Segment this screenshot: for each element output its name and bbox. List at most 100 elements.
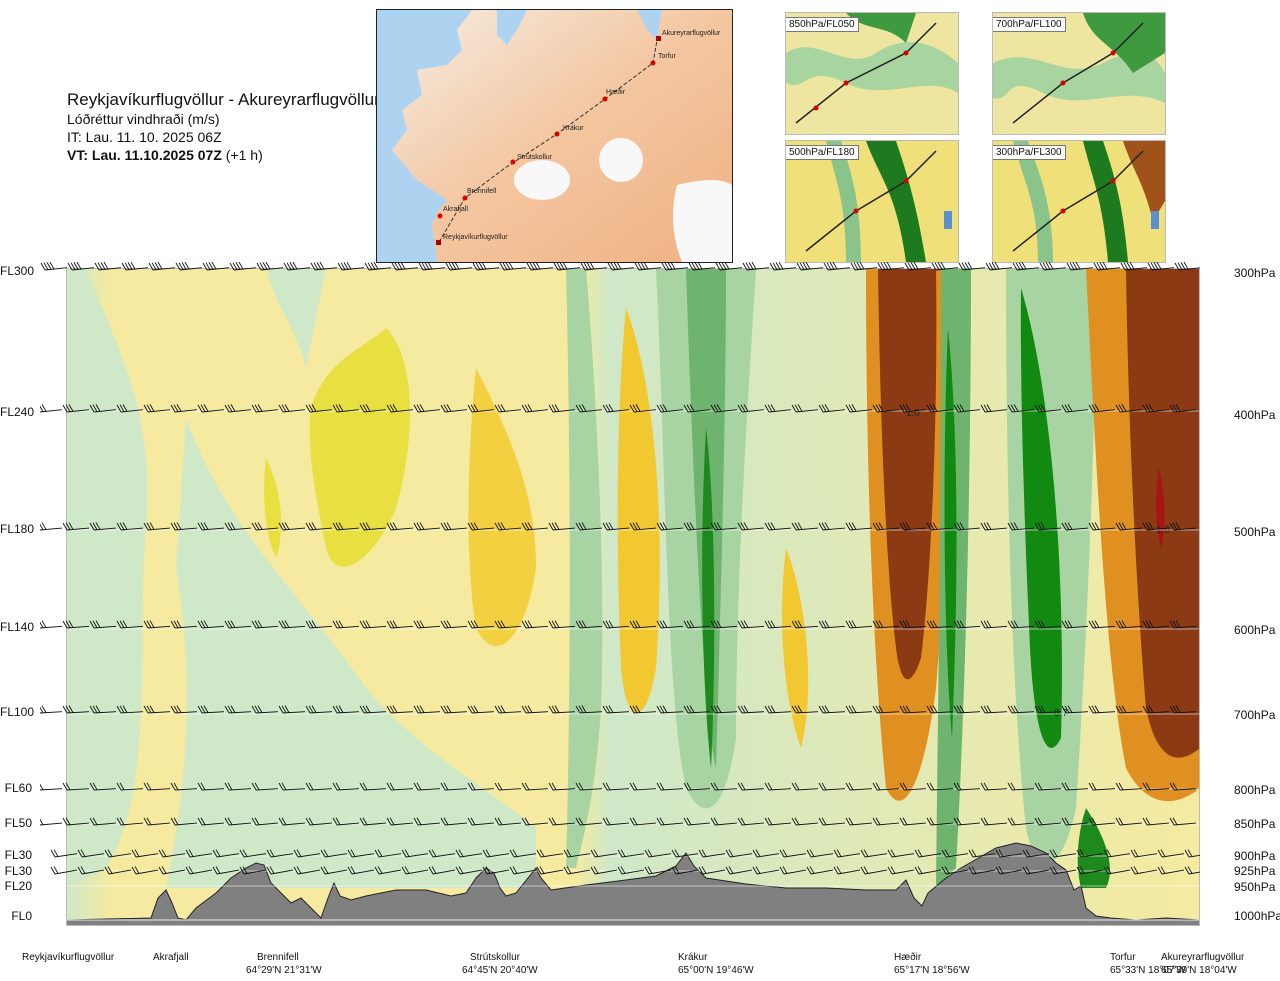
wind-barb [644,866,672,875]
thumbnail-850hpa[interactable]: 850hPa/FL050 [785,12,959,135]
wind-barb [455,849,483,858]
waypoint-marker [602,96,608,102]
weak-downdraft-area [66,268,148,888]
wind-barb [575,705,603,714]
wind-barb [980,404,1008,413]
wind-barb [1120,262,1148,271]
wind-barb [995,866,1023,875]
pressure-level-label: 950hPa [1234,880,1276,894]
wind-barb [143,705,171,714]
wind-barb [170,705,198,714]
wind-barb [752,849,780,858]
wind-barb [845,782,873,791]
wind-barb [860,866,888,875]
pressure-level-label: 850hPa [1234,817,1276,831]
wind-barb [62,705,90,714]
wind-barb [764,522,792,531]
thumbnail-label: 700hPa/FL100 [993,17,1066,32]
thumbnail-300hpa[interactable]: 300hPa/FL300 [992,140,1166,263]
wind-barb [1174,262,1200,271]
wind-barb [1103,849,1131,858]
wind-barb [170,522,198,531]
wind-barb [494,620,522,629]
wind-barb [914,866,942,875]
weak-downdraft-area [266,268,326,368]
wind-barb [629,404,657,413]
wind-barb [418,262,446,271]
wind-barb [926,620,954,629]
wind-barb [40,404,63,413]
wind-barb [764,705,792,714]
wind-barb [170,404,198,413]
wind-barb [104,849,132,858]
wind-barb [170,782,198,791]
downdraft-core [1077,808,1110,888]
wind-barb [995,849,1023,858]
wind-barb [521,817,549,826]
wind-barb [251,705,279,714]
wind-barb [413,620,441,629]
wind-barb [833,849,861,858]
wind-barb [899,404,927,413]
wind-barb [40,262,68,271]
wind-barb [590,849,618,858]
wind-barbs [40,262,1200,875]
waypoint-label: Hæðir 65°17'N 18°56'W [894,951,970,977]
waypoint-marker [510,159,516,165]
wind-barb [563,866,591,875]
wind-barb [1169,404,1197,413]
downdraft-core [1020,288,1062,748]
waypoint-name: Hæðir [894,952,922,963]
waypoint-name: Strútskollur [470,952,521,963]
wind-barb [1007,705,1035,714]
wind-barb [359,705,387,714]
flight-level-label: FL180 [0,522,35,536]
pressure-level-label: 700hPa [1234,708,1276,722]
wind-barb [305,782,333,791]
wind-barb [499,262,527,271]
wind-barb [872,522,900,531]
wind-barb [548,705,576,714]
wind-barb [602,404,630,413]
wind-barb [806,866,834,875]
wind-barb [278,817,306,826]
wind-barb [359,782,387,791]
wind-barb [521,620,549,629]
waypoint-coord: 64°45'N 20°40'W [462,965,538,976]
wind-barb [89,404,117,413]
wind-barb [224,782,252,791]
wind-barb [116,404,144,413]
wind-barb [1169,782,1197,791]
wind-barb [1034,620,1062,629]
title-block: Reykjavíkurflugvöllur - Akureyrarflugvöl… [67,90,380,164]
wind-barb [526,262,554,271]
wind-barb [143,404,171,413]
wind-barb [1007,620,1035,629]
wind-barb [725,866,753,875]
wind-barb [941,866,969,875]
downdraft-core [944,328,957,738]
wind-barb [1088,620,1116,629]
wind-barb [1184,849,1200,858]
pressure-level-label: 800hPa [1234,783,1276,797]
wind-barb [818,782,846,791]
wind-barb [347,866,375,875]
waypoint-label: Akrafjall [153,951,189,964]
wind-barb [656,404,684,413]
wind-barb [1034,705,1062,714]
thumbnail-500hpa[interactable]: 500hPa/FL180 [785,140,959,263]
wind-barb [602,620,630,629]
route-map: Akureyrarflugvöllur Torfur Hæðir Krákur … [376,9,733,263]
wind-barb [553,262,581,271]
wind-barb [904,262,932,271]
wind-barb [305,817,333,826]
map-label-akrafjall: Akrafjall [443,206,468,213]
thumbnail-700hpa[interactable]: 700hPa/FL100 [992,12,1166,135]
wind-barb [683,404,711,413]
wind-barb [509,849,537,858]
wind-barb [602,782,630,791]
wind-barb [251,782,279,791]
waypoint-marker [554,131,560,137]
wind-barb [62,404,90,413]
wind-barb [413,817,441,826]
